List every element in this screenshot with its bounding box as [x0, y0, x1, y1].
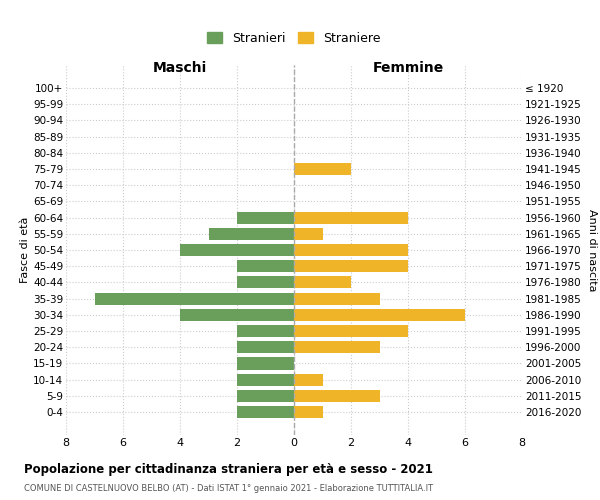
- Bar: [180, 244, 294, 256]
- Bar: [237, 276, 294, 288]
- Bar: [209, 228, 294, 240]
- Y-axis label: Anni di nascita: Anni di nascita: [587, 209, 597, 291]
- Bar: [237, 341, 294, 353]
- Bar: [294, 325, 408, 337]
- Bar: [294, 163, 351, 175]
- Bar: [237, 390, 294, 402]
- Text: Femmine: Femmine: [373, 61, 443, 75]
- Bar: [237, 406, 294, 418]
- Bar: [294, 292, 380, 304]
- Text: COMUNE DI CASTELNUOVO BELBO (AT) - Dati ISTAT 1° gennaio 2021 - Elaborazione TUT: COMUNE DI CASTELNUOVO BELBO (AT) - Dati …: [24, 484, 433, 493]
- Bar: [237, 325, 294, 337]
- Bar: [237, 260, 294, 272]
- Bar: [294, 260, 408, 272]
- Bar: [237, 374, 294, 386]
- Bar: [180, 309, 294, 321]
- Bar: [294, 374, 323, 386]
- Bar: [237, 212, 294, 224]
- Bar: [294, 309, 465, 321]
- Bar: [294, 244, 408, 256]
- Bar: [237, 358, 294, 370]
- Text: Popolazione per cittadinanza straniera per età e sesso - 2021: Popolazione per cittadinanza straniera p…: [24, 462, 433, 475]
- Y-axis label: Fasce di età: Fasce di età: [20, 217, 30, 283]
- Legend: Stranieri, Straniere: Stranieri, Straniere: [202, 27, 386, 50]
- Bar: [294, 341, 380, 353]
- Bar: [294, 406, 323, 418]
- Bar: [294, 390, 380, 402]
- Bar: [294, 228, 323, 240]
- Text: Maschi: Maschi: [153, 61, 207, 75]
- Bar: [95, 292, 294, 304]
- Bar: [294, 212, 408, 224]
- Bar: [294, 276, 351, 288]
